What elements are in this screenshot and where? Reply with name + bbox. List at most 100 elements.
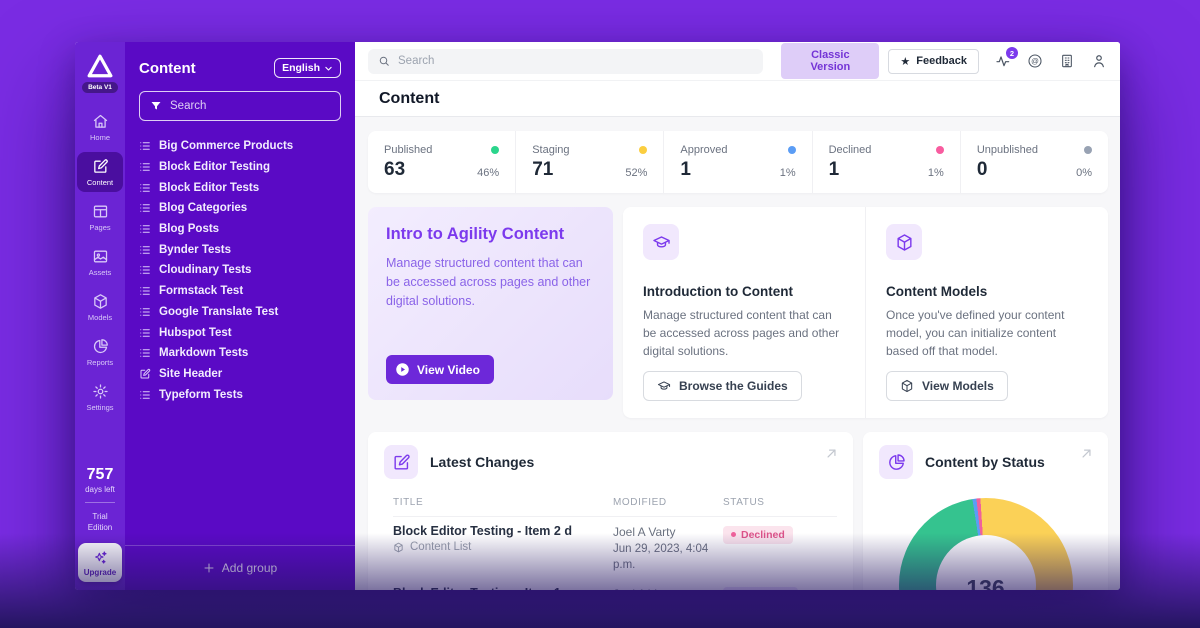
view-models-button[interactable]: View Models [886,371,1008,401]
intro-card: Intro to Agility Content Manage structur… [368,207,613,400]
list-icon [139,244,151,256]
list-icon [139,285,151,297]
classic-version-button[interactable]: Classic Version [781,43,880,79]
open-content-by-status-icon[interactable] [1079,446,1094,461]
content-group-item[interactable]: Formstack Test [139,281,341,302]
global-search[interactable] [368,48,764,74]
status-badge: Declined [723,525,793,544]
list-icon [139,202,151,214]
sidebar-search-input[interactable] [170,100,330,112]
play-circle-icon [396,363,409,376]
stat-label: Staging [532,144,570,156]
panel-title: Latest Changes [430,454,535,470]
sidebar-title: Content [139,59,196,77]
language-selector[interactable]: English [274,58,341,78]
global-search-input[interactable] [398,55,754,67]
table-row[interactable]: Block Editor Testing - Item 1 Content Li… [393,579,837,590]
sidebar-search[interactable] [139,91,341,121]
edition-label: Trial Edition [87,511,113,532]
rail-item[interactable]: Reports [77,332,123,372]
plus-icon [204,563,214,573]
topbar: Classic Version ★ Feedback 2 @ [355,42,1120,80]
stat-cell: Unpublished 0 0% [961,131,1108,193]
intro-to-content-section: Introduction to Content Manage structure… [623,207,865,418]
rail-item[interactable]: Models [77,287,123,327]
row-author: Joel A Varty [613,525,676,539]
content-group-item[interactable]: Google Translate Test [139,302,341,323]
upgrade-button[interactable]: Upgrade [78,543,122,582]
content-group-list: Big Commerce Products Block Editor Testi… [139,136,341,545]
graduation-cap-icon [643,224,679,260]
status-badge: Approved [723,587,799,590]
column-header-title: TITLE [393,497,424,508]
stat-value: 1 [828,159,840,180]
table-body: Block Editor Testing - Item 2 d Content … [393,517,837,590]
status-stats-bar: Published 63 46% Staging [368,131,1108,193]
rail-item[interactable]: Content [77,152,123,192]
table-row[interactable]: Block Editor Testing - Item 2 d Content … [393,517,837,579]
latest-changes-panel: Latest Changes TITLE MODIFIED STATUS [368,432,853,590]
content-group-item[interactable]: Cloudinary Tests [139,260,341,281]
agility-logo-icon[interactable] [87,54,113,78]
rail-item[interactable]: Pages [77,197,123,237]
section-title: Content Models [886,284,988,299]
stat-percent: 46% [477,167,500,179]
content-group-item[interactable]: Markdown Tests [139,343,341,364]
svg-text:@: @ [1031,57,1039,66]
status-dot [935,146,944,154]
activity-icon[interactable]: 2 [995,47,1018,69]
open-latest-changes-icon[interactable] [824,446,839,461]
section-body: Manage structured content that can be ac… [643,308,840,358]
rail-item[interactable]: Home [77,107,123,147]
stat-value: 1 [680,159,691,180]
stat-cell: Staging 71 52% [516,131,665,193]
home-icon [92,113,109,130]
content-group-item[interactable]: Site Header [139,364,341,385]
status-dot [639,146,648,154]
content-by-status-panel: Content by Status 136 [863,432,1108,590]
list-icon [139,327,151,339]
edit-icon [384,445,418,479]
list-icon [139,140,151,152]
feedback-button[interactable]: ★ Feedback [888,48,979,74]
organization-icon[interactable] [1059,53,1075,69]
view-video-button[interactable]: View Video [386,355,494,384]
content-sidebar: Content English Big Commerce Products Bl… [125,42,355,590]
rail-item[interactable]: Assets [77,242,123,282]
stat-label: Unpublished [976,144,1038,156]
content-group-item[interactable]: Block Editor Tests [139,177,341,198]
assets-icon [92,248,109,265]
status-dot [787,146,796,154]
browse-guides-button[interactable]: Browse the Guides [643,371,802,401]
content-group-item[interactable]: Blog Categories [139,198,341,219]
status-donut-chart: 136 [898,498,1073,590]
stat-percent: 1% [779,167,796,179]
app-window: Beta V1 Home Content Pages [75,42,1120,590]
pages-icon [92,203,109,220]
content-group-item[interactable]: Block Editor Testing [139,157,341,178]
stat-percent: 0% [1076,167,1093,179]
content-group-item[interactable]: Bynder Tests [139,239,341,260]
column-header-modified: MODIFIED [613,497,667,508]
add-group-button[interactable]: Add group [125,545,355,590]
content-icon [92,158,109,175]
content-group-item[interactable]: Typeform Tests [139,384,341,405]
content-group-item[interactable]: Blog Posts [139,219,341,240]
stat-cell: Approved 1 1% [664,131,813,193]
search-icon [379,56,389,66]
cube-small-icon [393,542,404,553]
beta-badge: Beta V1 [82,82,118,93]
stat-value: 71 [532,159,554,180]
profile-icon[interactable] [1091,53,1107,69]
trial-info: 757 days left Trial Edition Upgrade [78,466,122,582]
latest-changes-table: TITLE MODIFIED STATUS Block Editor Testi… [368,489,853,590]
stat-label: Published [384,144,433,156]
stat-label: Approved [680,144,728,156]
main-area: Classic Version ★ Feedback 2 @ Content [355,42,1120,590]
content-group-item[interactable]: Hubspot Test [139,322,341,343]
rail-item[interactable]: Settings [77,377,123,417]
list-icon [139,264,151,276]
content-group-item[interactable]: Big Commerce Products [139,136,341,157]
help-icon[interactable]: @ [1027,53,1043,69]
filter-icon [151,102,161,110]
